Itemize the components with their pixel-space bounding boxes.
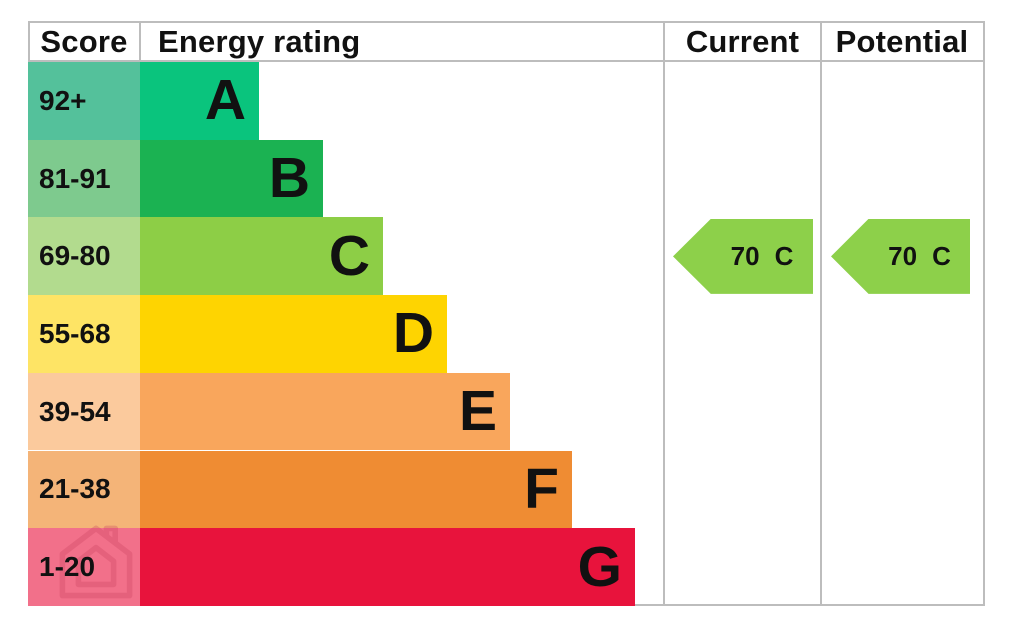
band-score-range: 69-80 [39, 240, 111, 272]
band-bar: B [140, 139, 323, 218]
potential-rating-value: 70 [888, 240, 918, 271]
potential-column-divider [820, 23, 822, 604]
energy-rating-column-header: Energy rating [158, 23, 361, 59]
band-score-cell: 55-68 [28, 295, 140, 373]
band-row-c: 69-80 C [28, 217, 668, 296]
band-letter: F [524, 456, 559, 521]
band-score-range: 81-91 [39, 162, 111, 194]
current-rating-letter: C [774, 240, 794, 271]
band-bar: A [140, 62, 259, 140]
band-bar: G [140, 528, 635, 606]
band-letter: G [577, 534, 622, 599]
band-score-range: 55-68 [39, 317, 111, 349]
score-column-header: Score [40, 23, 128, 59]
band-score-cell: 39-54 [28, 372, 140, 451]
band-row-g: 1-20 G [28, 528, 668, 606]
epc-rating-chart: Score Energy rating Current Potential 92… [28, 21, 985, 606]
band-letter: C [328, 223, 370, 288]
band-score-cell: 81-91 [28, 139, 140, 218]
header-left-border [28, 23, 30, 62]
band-bar: F [140, 450, 572, 529]
band-row-d: 55-68 D [28, 295, 668, 373]
band-row-e: 39-54 E [28, 372, 668, 451]
band-letter: B [268, 146, 310, 211]
band-score-range: 39-54 [39, 395, 111, 427]
band-row-a: 92+ A [28, 62, 668, 140]
band-score-cell: 92+ [28, 62, 140, 140]
current-rating-arrow: 70 C [673, 218, 813, 294]
header-bottom-border [28, 60, 983, 62]
band-score-range: 1-20 [39, 551, 96, 583]
band-letter: E [458, 379, 497, 444]
band-row-f: 21-38 F [28, 450, 668, 529]
band-bar: C [140, 217, 383, 296]
band-score-range: 21-38 [39, 473, 111, 505]
band-score-cell: 69-80 [28, 217, 140, 296]
band-letter: A [204, 68, 246, 133]
current-column-header: Current [685, 23, 800, 59]
score-header-divider [139, 23, 141, 60]
potential-column-header: Potential [835, 23, 969, 59]
current-column-divider [663, 23, 665, 604]
band-bar: E [140, 372, 510, 451]
potential-rating-arrow: 70 C [831, 218, 970, 294]
band-score-cell: 1-20 [28, 528, 140, 606]
potential-rating-letter: C [932, 240, 951, 271]
band-score-cell: 21-38 [28, 450, 140, 529]
band-bar: D [140, 295, 447, 373]
band-score-range: 92+ [39, 84, 87, 116]
current-rating-value: 70 [730, 240, 760, 271]
band-letter: D [392, 301, 434, 366]
band-row-b: 81-91 B [28, 139, 668, 218]
